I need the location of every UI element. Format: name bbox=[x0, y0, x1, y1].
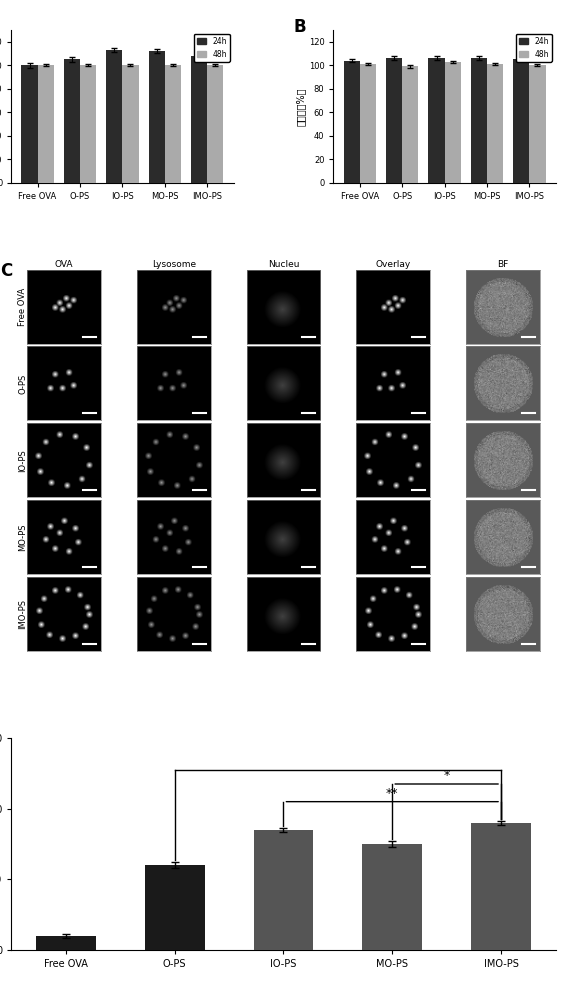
Bar bbox=[445, 62, 461, 183]
Bar bbox=[530, 65, 545, 183]
Bar bbox=[64, 59, 80, 183]
Bar bbox=[149, 51, 165, 183]
Title: BF: BF bbox=[497, 260, 509, 269]
Bar bbox=[386, 58, 402, 183]
Title: Overlay: Overlay bbox=[375, 260, 411, 269]
Text: C: C bbox=[1, 262, 12, 280]
Bar bbox=[344, 61, 359, 183]
Title: OVA: OVA bbox=[55, 260, 73, 269]
Bar bbox=[37, 65, 54, 183]
Y-axis label: 存活率（%）: 存活率（%） bbox=[296, 87, 306, 126]
Y-axis label: MO-PS: MO-PS bbox=[19, 523, 27, 551]
Bar bbox=[359, 64, 376, 183]
Y-axis label: Free OVA: Free OVA bbox=[19, 287, 27, 326]
Bar bbox=[22, 65, 37, 183]
Bar bbox=[471, 823, 531, 950]
Title: Lysosome: Lysosome bbox=[152, 260, 196, 269]
Text: *: * bbox=[443, 769, 450, 782]
Bar bbox=[36, 936, 96, 950]
Bar bbox=[208, 65, 223, 183]
Y-axis label: O-PS: O-PS bbox=[19, 373, 27, 394]
Bar bbox=[145, 865, 205, 950]
Bar bbox=[402, 66, 418, 183]
Y-axis label: IMO-PS: IMO-PS bbox=[19, 599, 27, 629]
Text: **: ** bbox=[386, 787, 399, 800]
Bar bbox=[106, 50, 122, 183]
Bar bbox=[80, 65, 96, 183]
Bar bbox=[191, 56, 208, 183]
Bar bbox=[471, 58, 487, 183]
Bar bbox=[362, 844, 422, 950]
Legend: 24h, 48h: 24h, 48h bbox=[516, 34, 552, 62]
Legend: 24h, 48h: 24h, 48h bbox=[194, 34, 230, 62]
Bar bbox=[487, 64, 503, 183]
Y-axis label: IO-PS: IO-PS bbox=[19, 449, 27, 472]
Bar bbox=[429, 58, 445, 183]
Bar bbox=[253, 830, 314, 950]
Title: Nucleu: Nucleu bbox=[268, 260, 299, 269]
Bar bbox=[122, 65, 138, 183]
Bar bbox=[165, 65, 181, 183]
Text: B: B bbox=[294, 18, 306, 36]
Bar bbox=[513, 59, 530, 183]
